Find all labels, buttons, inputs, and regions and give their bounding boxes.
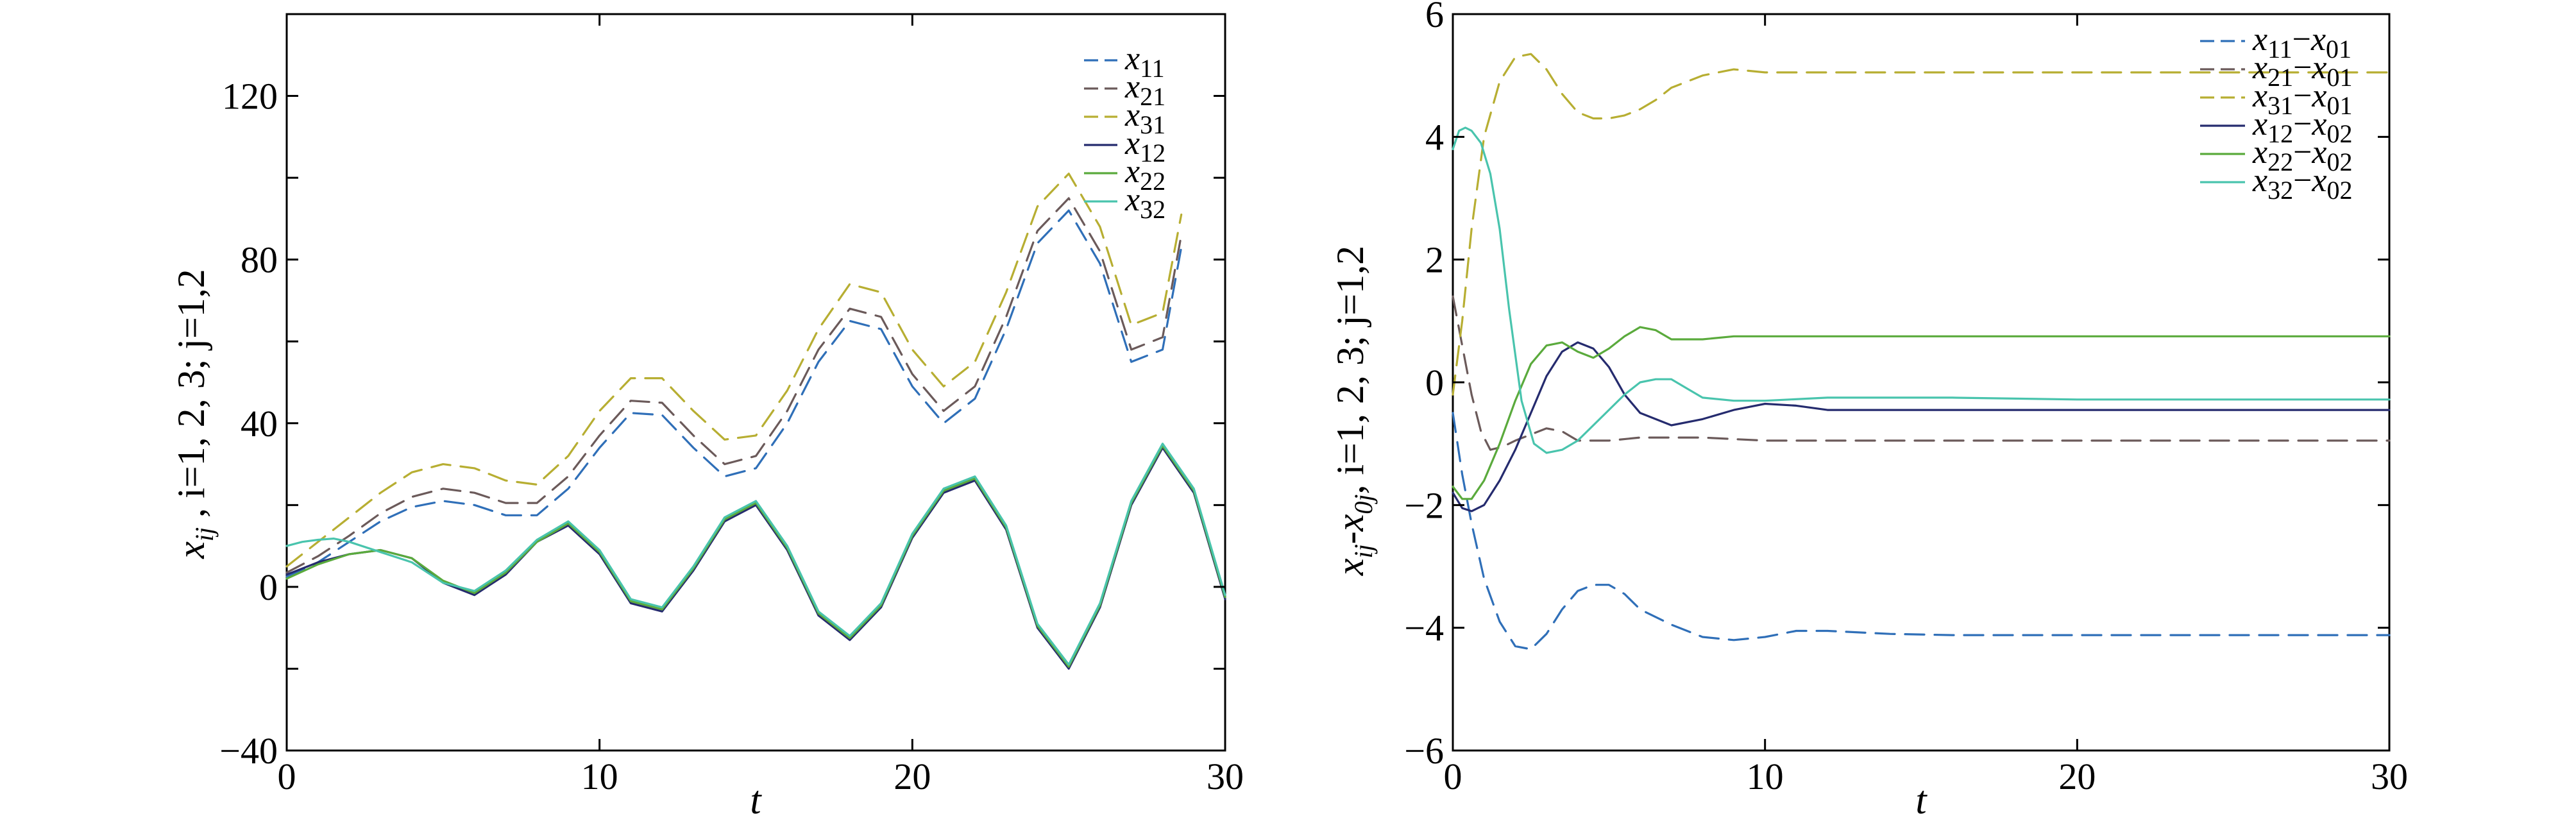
- right-legend-entry-4: x12−x02: [2200, 106, 2353, 148]
- left-legend-label-3: x31: [1124, 97, 1165, 139]
- right-chart: 0 10 20 30 −6 −4 −2 0 2 4 6 t xij-x0j, i=1, 2, 3;…: [1329, 0, 2408, 822]
- right-legend-entry-3: x31−x01: [2200, 78, 2353, 120]
- right-legend-label-3: x31−x01: [2252, 78, 2353, 120]
- left-x-tick-label: 20: [894, 756, 931, 797]
- left-legend-entry-2: x21: [1084, 69, 1165, 111]
- left-y-ticks: −40 0 40 80 120: [219, 76, 1225, 772]
- right-x-axis-label: t: [1915, 779, 1928, 822]
- right-y-axis-label-sub2: 0j: [1349, 495, 1378, 514]
- left-legend-entry-3: x31: [1084, 97, 1165, 139]
- left-y-axis-label-var: x: [170, 541, 212, 559]
- left-series-line-1: [285, 209, 1183, 578]
- left-x-axis-label: t: [750, 779, 762, 822]
- right-legend-entry-1: x11−x01: [2200, 21, 2351, 64]
- right-legend-entry-2: x21−x01: [2200, 49, 2353, 92]
- right-series-line-6: [1452, 126, 2391, 454]
- left-plot-frame: [285, 13, 1226, 752]
- right-y-tick-label: −4: [1404, 607, 1444, 649]
- right-plot-frame: [1452, 13, 2391, 752]
- right-y-tick-label: −2: [1404, 484, 1444, 526]
- right-series-line-1: [1452, 412, 2391, 650]
- right-x-tick-label: 10: [1747, 756, 1784, 797]
- right-legend-label-1: x11−x01: [2252, 21, 2351, 64]
- right-y-axis-label-var: x: [1329, 558, 1371, 576]
- left-y-axis-label-sub: ij: [190, 527, 219, 541]
- left-y-tick-label: 40: [241, 403, 278, 445]
- left-legend-label-2: x21: [1124, 69, 1165, 111]
- left-x-tick-label: 0: [278, 756, 296, 797]
- left-y-tick-label: −40: [219, 730, 278, 772]
- right-series-line-2: [1452, 295, 2391, 451]
- right-series-lines: [1452, 53, 2391, 650]
- right-y-tick-label: 4: [1425, 116, 1444, 158]
- right-y-axis-label: xij-x0j, i=1, 2, 3; j=1,2: [1329, 246, 1378, 576]
- left-x-tick-label: 30: [1207, 756, 1244, 797]
- left-y-axis-label-rest: , i=1, 2, 3; j=1,2: [170, 269, 212, 527]
- right-legend-label-2: x21−x01: [2252, 49, 2353, 92]
- right-y-ticks: −6 −4 −2 0 2 4 6: [1404, 0, 2389, 772]
- right-legend: x11−x01x21−x01x31−x01x12−x02x22−x02x32−x…: [2200, 21, 2353, 205]
- left-series-lines: [285, 173, 1226, 670]
- right-x-tick-label: 30: [2371, 756, 2408, 797]
- left-y-tick-label: 80: [241, 239, 278, 281]
- right-legend-label-5: x22−x02: [2252, 134, 2353, 176]
- right-legend-entry-6: x32−x02: [2200, 162, 2353, 205]
- right-x-tick-label: 0: [1444, 756, 1462, 797]
- left-y-axis-label: xij , i=1, 2, 3; j=1,2: [170, 269, 219, 559]
- right-x-tick-label: 20: [2058, 756, 2096, 797]
- right-y-tick-label: 6: [1425, 0, 1444, 35]
- right-y-axis-label-sub: ij: [1349, 544, 1378, 558]
- right-legend-label-4: x12−x02: [2252, 106, 2353, 148]
- left-legend-label-4: x12: [1124, 125, 1165, 167]
- right-series-line-4: [1452, 341, 2391, 513]
- left-y-tick-label: 120: [222, 76, 278, 117]
- right-legend-entry-5: x22−x02: [2200, 134, 2353, 176]
- left-legend-label-6: x32: [1124, 182, 1165, 224]
- right-x-ticks: 0 10 20 30: [1444, 14, 2408, 797]
- left-x-tick-label: 10: [581, 756, 618, 797]
- right-y-tick-label: 2: [1425, 239, 1444, 281]
- left-x-ticks: 0 10 20 30: [278, 14, 1244, 797]
- right-y-tick-label: 0: [1425, 362, 1444, 403]
- right-y-axis-label-rest: , i=1, 2, 3; j=1,2: [1329, 246, 1371, 495]
- left-legend-entry-5: x22: [1084, 153, 1165, 196]
- right-y-tick-label: −6: [1404, 730, 1444, 772]
- left-series-line-6: [285, 443, 1226, 666]
- left-series-line-3: [285, 173, 1183, 568]
- right-series-line-5: [1452, 326, 2391, 500]
- left-legend-entry-6: x32: [1084, 182, 1165, 224]
- right-y-axis-label-minus-var: -x: [1329, 514, 1371, 544]
- right-series-line-3: [1452, 53, 2391, 396]
- left-legend-entry-4: x12: [1084, 125, 1165, 167]
- left-series-line-2: [285, 197, 1183, 574]
- left-legend-entry-1: x11: [1084, 40, 1165, 83]
- left-legend-label-1: x11: [1124, 40, 1165, 83]
- right-legend-label-6: x32−x02: [2252, 162, 2353, 205]
- left-series-line-5: [285, 445, 1226, 668]
- left-legend-label-5: x22: [1124, 153, 1165, 196]
- left-y-tick-label: 0: [259, 566, 278, 608]
